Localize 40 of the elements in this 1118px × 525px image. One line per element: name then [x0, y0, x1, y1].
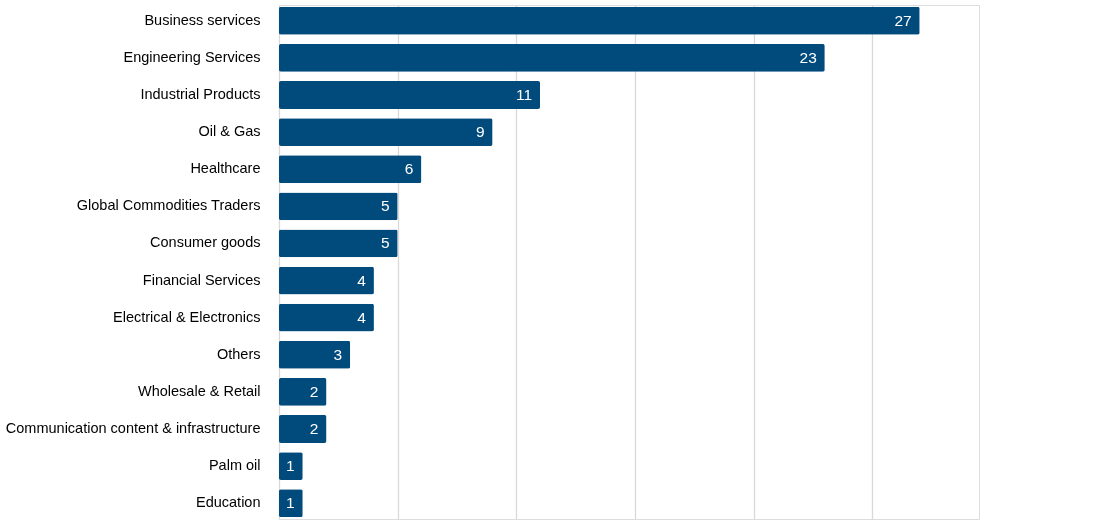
y-tick-label: Industrial Products [140, 86, 261, 102]
data-label: 4 [357, 271, 367, 289]
data-label: 4 [357, 308, 367, 326]
data-label: 3 [333, 345, 343, 363]
bar [279, 192, 398, 221]
y-tick-label: Consumer goods [150, 234, 261, 251]
bar [279, 303, 374, 332]
bar [279, 118, 493, 147]
bar [279, 266, 374, 295]
y-tick-label: Financial Services [142, 271, 261, 288]
y-tick-label: Electrical & Electronics [113, 308, 261, 325]
data-label: 5 [381, 197, 390, 215]
y-tick-label: Business services [144, 11, 261, 28]
bar [279, 43, 825, 72]
bar [279, 155, 422, 184]
y-tick-label: Others [216, 345, 261, 362]
y-tick-label: Engineering Services [123, 48, 261, 65]
data-label: 1 [286, 457, 295, 475]
data-label: 27 [894, 11, 912, 29]
y-tick-label: Wholesale & Retail [138, 382, 261, 399]
y-tick-label: Education [196, 494, 261, 511]
bar [279, 415, 327, 443]
bar [279, 377, 327, 406]
data-label: 5 [381, 234, 390, 252]
bar [279, 81, 541, 109]
y-tick-label: Healthcare [190, 160, 261, 177]
y-tick-label: Communication content & infrastructure [5, 420, 261, 436]
y-tick-label: Global Commodities Traders [76, 197, 261, 214]
data-label: 6 [404, 160, 414, 178]
bar [279, 340, 351, 369]
bar [279, 229, 398, 258]
y-tick-label: Palm oil [208, 457, 261, 474]
data-label: 2 [309, 420, 319, 437]
bar [279, 6, 920, 35]
data-label: 9 [475, 123, 485, 141]
data-label: 1 [286, 494, 295, 512]
y-tick-label: Oil & Gas [198, 123, 261, 140]
data-label: 11 [515, 86, 533, 103]
data-label: 23 [799, 48, 817, 66]
data-label: 2 [309, 382, 319, 400]
